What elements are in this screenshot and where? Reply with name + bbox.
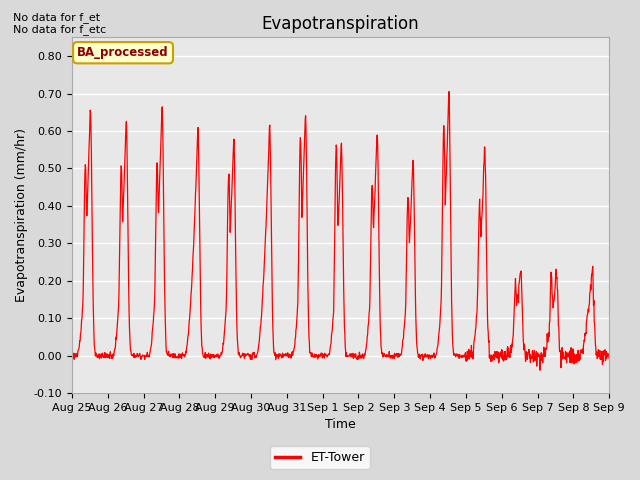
Y-axis label: Evapotranspiration (mm/hr): Evapotranspiration (mm/hr): [15, 128, 28, 302]
Title: Evapotranspiration: Evapotranspiration: [262, 15, 419, 33]
Text: BA_processed: BA_processed: [77, 46, 169, 59]
Text: No data for f_etc: No data for f_etc: [13, 24, 106, 35]
Legend: ET-Tower: ET-Tower: [270, 446, 370, 469]
X-axis label: Time: Time: [325, 419, 356, 432]
Text: No data for f_et: No data for f_et: [13, 12, 100, 23]
